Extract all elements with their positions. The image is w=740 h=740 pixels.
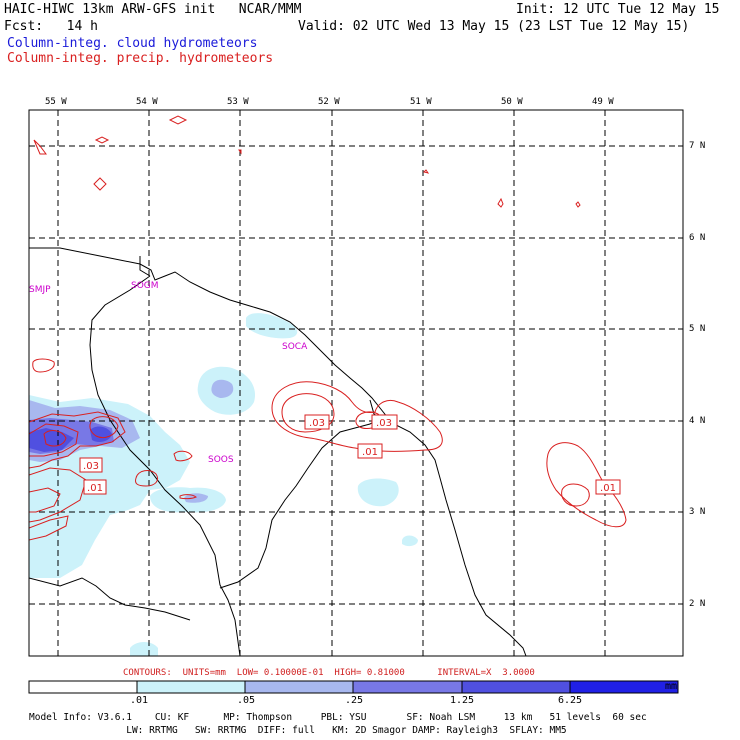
- colorbar-swatch: [570, 681, 678, 693]
- svg-text:.03: .03: [83, 461, 99, 472]
- lat-label-3n: 3 N: [689, 507, 706, 517]
- lat-label-2n: 2 N: [689, 599, 706, 609]
- colorbar-tick: .05: [237, 695, 256, 706]
- lon-label-53w: 53 W: [227, 97, 249, 107]
- precip-contour: [497, 197, 504, 208]
- contour-label: .03: [304, 414, 330, 430]
- lon-label-54w: 54 W: [136, 97, 158, 107]
- colorbar-swatch: [29, 681, 137, 693]
- svg-text:.01: .01: [362, 447, 378, 458]
- coastline: [29, 247, 527, 656]
- colorbar-tick: 1.25: [450, 695, 475, 706]
- svg-text:.01: .01: [87, 483, 103, 494]
- forecast-hour: Fcst: 14 h: [4, 19, 98, 34]
- lat-label-4n: 4 N: [689, 416, 706, 426]
- lon-label-49w: 49 W: [592, 97, 614, 107]
- svg-text:.03: .03: [376, 418, 392, 429]
- border-suriname-french-guiana: [139, 256, 151, 277]
- contour-label: .01: [595, 479, 621, 495]
- contour-label-group: .03 .03 .01 .03 .01 .01: [79, 414, 621, 495]
- cloud-fill-mid: [211, 379, 234, 398]
- colorbar-swatch: [462, 681, 570, 693]
- lat-label-5n: 5 N: [689, 324, 706, 334]
- precip-contour: [173, 450, 193, 462]
- precip-contour: [94, 136, 110, 144]
- precip-contour: [93, 177, 107, 191]
- colorbar-tick: 6.25: [558, 695, 583, 706]
- model-info-line1: Model Info: V3.6.1 CU: KF MP: Thompson P…: [29, 712, 647, 723]
- contour-label: .01: [83, 479, 107, 495]
- precip-contour: [281, 393, 335, 433]
- model-info-line2: LW: RRTMG SW: RRTMG DIFF: full KM: 2D Sm…: [29, 725, 567, 736]
- map-frame: [28, 109, 684, 657]
- colorbar-tick: .25: [345, 695, 364, 706]
- precip-contour: [89, 416, 119, 439]
- lon-label-55w: 55 W: [45, 97, 67, 107]
- station-label: SOOS: [208, 455, 234, 465]
- lat-lon-grid: [29, 110, 683, 656]
- field-cloud-label: Column-integ. cloud hydrometeors: [7, 36, 258, 51]
- precip-contours: [29, 115, 627, 541]
- precip-contour: [168, 115, 188, 125]
- contours-info: CONTOURS: UNITS=mm LOW= 0.10000E-01 HIGH…: [123, 668, 535, 678]
- precip-contour: [29, 423, 79, 457]
- colorbar-swatch: [137, 681, 245, 693]
- valid-time: Valid: 02 UTC Wed 13 May 15 (23 LST Tue …: [298, 19, 690, 34]
- lon-label-52w: 52 W: [318, 97, 340, 107]
- precip-contour: [29, 515, 69, 541]
- colorbar-swatch: [353, 681, 462, 693]
- precip-contour: [423, 169, 430, 174]
- lon-label-51w: 51 W: [410, 97, 432, 107]
- colorbar-unit: mm: [665, 681, 678, 692]
- init-time: Init: 12 UTC Tue 12 May 15: [516, 2, 720, 17]
- precip-contour: [43, 430, 67, 447]
- cloud-fill-light: [246, 313, 298, 339]
- colorbar-swatch: [245, 681, 353, 693]
- precip-contour: [33, 139, 47, 155]
- svg-text:.01: .01: [600, 483, 616, 494]
- lat-label-6n: 6 N: [689, 233, 706, 243]
- cloud-fill-deep: [90, 426, 112, 442]
- precip-contour: [271, 381, 443, 452]
- tick-marks: [57, 110, 683, 605]
- cloud-fill-mid: [184, 493, 208, 503]
- colorbar-tick: .01: [130, 695, 149, 706]
- precip-contour: [575, 201, 581, 208]
- colorbar: [28, 680, 679, 694]
- contour-label: .03: [79, 457, 103, 473]
- precip-contour: [29, 411, 126, 469]
- lon-label-50w: 50 W: [501, 97, 523, 107]
- station-label: SOCA: [282, 342, 308, 352]
- contour-label: .01: [357, 443, 383, 459]
- cloud-fill-layer: [29, 313, 418, 656]
- precip-contour: [32, 358, 55, 373]
- precip-contour: [546, 442, 627, 528]
- precip-contour: [29, 487, 61, 513]
- precip-contour: [29, 467, 87, 523]
- station-label: SOGM: [131, 281, 159, 291]
- field-precip-label: Column-integ. precip. hydrometeors: [7, 51, 274, 66]
- border-guyana-suriname: [29, 577, 191, 621]
- lat-label-7n: 7 N: [689, 141, 706, 151]
- border-french-guiana-brazil: [219, 399, 381, 589]
- cloud-fill-light: [357, 478, 399, 507]
- precip-contour: [238, 149, 242, 155]
- contour-label: .03: [371, 414, 398, 430]
- precip-contour: [561, 483, 590, 507]
- precip-contour: [179, 494, 197, 500]
- cloud-fill-light: [130, 642, 158, 656]
- plot-title: HAIC-HIWC 13km ARW-GFS init NCAR/MMM: [4, 2, 302, 17]
- station-label: SMJP: [29, 285, 51, 295]
- precip-contour: [135, 470, 159, 487]
- cloud-fill-light: [402, 535, 418, 547]
- svg-text:.03: .03: [309, 418, 325, 429]
